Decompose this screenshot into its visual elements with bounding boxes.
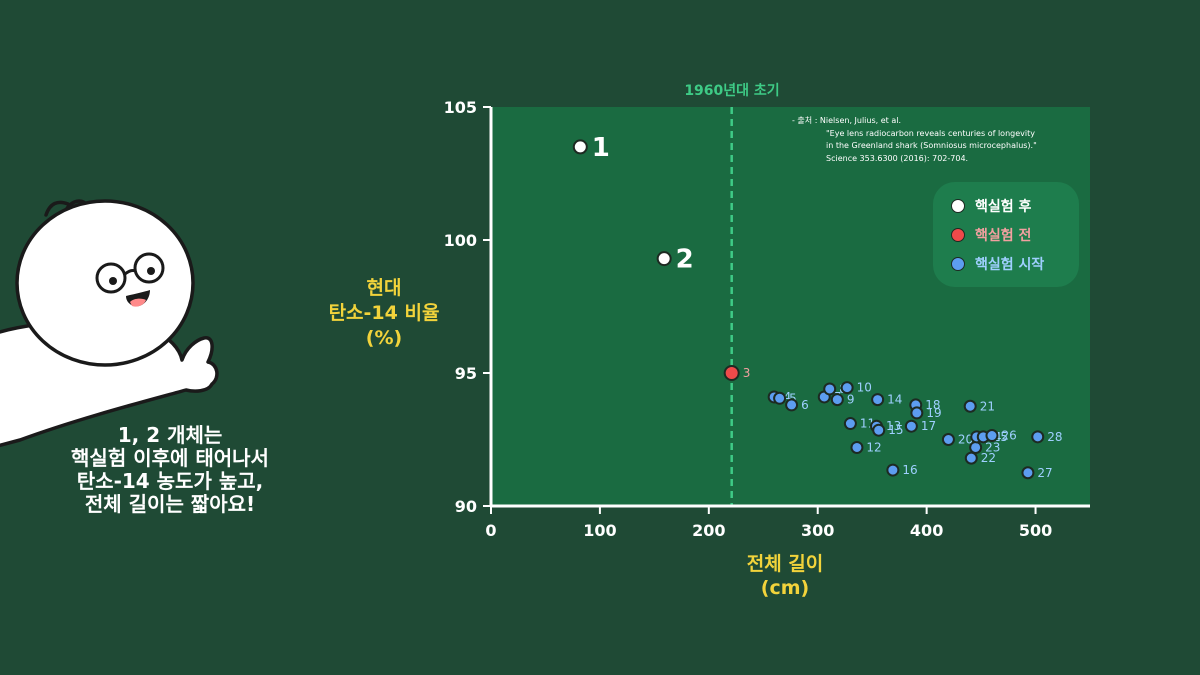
data-point: [910, 406, 924, 420]
legend-label: 핵실험 전: [975, 228, 1032, 244]
data-point: [850, 440, 864, 454]
y-axis-label: 현대 탄소-14 비율 (%): [328, 277, 440, 349]
data-point: [1021, 466, 1035, 480]
data-point: [785, 398, 799, 412]
data-point: [941, 433, 955, 446]
data-point-label: 2: [676, 245, 694, 275]
legend-label: 핵실험 시작: [975, 257, 1045, 273]
data-point-label: 21: [980, 399, 995, 413]
legend: 핵실험 후 핵실험 전 핵실험 시작: [933, 182, 1079, 287]
data-point-label: 9: [847, 393, 855, 407]
data-point: [872, 423, 886, 437]
y-tick-label: 95: [455, 364, 477, 383]
data-point-label: 19: [926, 406, 941, 420]
x-tick-label: 400: [910, 521, 943, 540]
data-point: [830, 393, 844, 407]
data-point: [963, 399, 977, 413]
vertical-line-label: 1960년대 초기: [684, 83, 780, 99]
data-point-label: 20: [958, 433, 973, 447]
x-tick-label: 100: [583, 521, 616, 540]
y-tick-label: 100: [444, 231, 477, 250]
data-point-label: 13: [886, 419, 901, 433]
y-tick-label: 105: [444, 98, 477, 117]
data-point-label: 10: [857, 381, 872, 395]
data-point-label: 27: [1037, 466, 1052, 480]
x-tick-label: 0: [485, 521, 496, 540]
x-tick-label: 200: [692, 521, 725, 540]
data-point-label: 17: [921, 419, 936, 433]
data-point-label: 18: [925, 398, 940, 412]
data-point-label: 12: [866, 440, 881, 454]
data-point: [840, 381, 854, 395]
source-line-1: - 출처 : Nielsen, Julius, et al.: [792, 116, 901, 125]
x-axis-label: 전체 길이 (cm): [746, 553, 824, 599]
data-point: [656, 251, 672, 267]
data-point: [904, 419, 918, 433]
data-point: [843, 417, 857, 431]
data-point: [985, 429, 999, 443]
data-point: [886, 463, 900, 477]
source-line-4: Science 353.6300 (2016): 702-704.: [826, 153, 969, 163]
data-point: [969, 440, 983, 454]
data-point: [964, 451, 978, 465]
data-point: [1031, 430, 1045, 444]
data-point-label: 5: [789, 391, 797, 405]
speech-text: 1, 2 개체는 핵실험 이후에 태어나서 탄소-14 농도가 높고, 전체 길…: [71, 423, 269, 516]
data-point-label: 14: [887, 393, 902, 407]
data-point-label: 4: [784, 390, 792, 404]
source-citation: - 출처 : Nielsen, Julius, et al. "Eye lens…: [792, 115, 1102, 165]
data-point: [723, 365, 740, 381]
data-point-label: 26: [1001, 429, 1016, 443]
legend-item-pre-test: 핵실험 전: [951, 224, 1031, 246]
data-point-label: 15: [888, 423, 903, 437]
data-point: [773, 391, 787, 405]
y-tick-label: 90: [455, 497, 477, 516]
data-point-label: 16: [902, 463, 917, 477]
data-point-label: 3: [743, 366, 751, 380]
data-point: [572, 139, 588, 155]
source-line-3: in the Greenland shark (Somniosus microc…: [826, 141, 1037, 150]
data-point-label: 23: [985, 440, 1000, 454]
data-point-label: 1: [592, 133, 610, 163]
legend-label: 핵실험 후: [975, 199, 1032, 215]
legend-dot-icon: [951, 257, 965, 271]
data-point: [871, 393, 885, 407]
x-tick-label: 300: [801, 521, 834, 540]
data-point: [823, 382, 837, 396]
source-line-2: "Eye lens radiocarbon reveals centuries …: [826, 128, 1035, 138]
data-point-label: 28: [1047, 430, 1062, 444]
data-point-label: 6: [801, 398, 809, 412]
legend-dot-icon: [951, 228, 965, 242]
legend-item-test-start: 핵실험 시작: [951, 253, 1044, 275]
data-point-label: 22: [981, 451, 996, 465]
legend-dot-icon: [951, 199, 965, 213]
legend-item-post-test: 핵실험 후: [951, 195, 1031, 217]
x-tick-label: 500: [1019, 521, 1052, 540]
